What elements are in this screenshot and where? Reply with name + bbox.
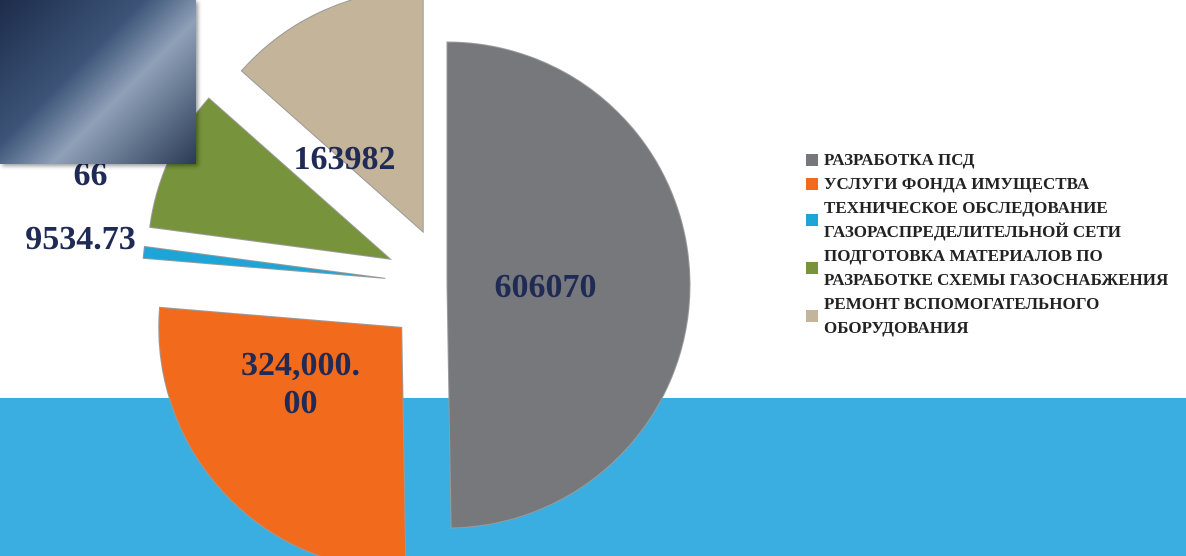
legend-item: ПОДГОТОВКА МАТЕРИАЛОВ ПО РАЗРАБОТКЕ СХЕМ… bbox=[806, 244, 1186, 292]
pie-slice bbox=[158, 306, 407, 556]
legend-label: УСЛУГИ ФОНДА ИМУЩЕСТВА bbox=[824, 174, 1090, 193]
legend-swatch bbox=[806, 178, 818, 190]
legend-label: РАЗРАБОТКА ПСД bbox=[824, 150, 975, 169]
legend-swatch bbox=[806, 214, 818, 226]
legend-swatch bbox=[806, 154, 818, 166]
legend-item: ТЕХНИЧЕСКОЕ ОБСЛЕДОВАНИЕ ГАЗОРАСПРЕДЕЛИТ… bbox=[806, 196, 1186, 244]
pie-slice bbox=[446, 41, 691, 529]
legend: РАЗРАБОТКА ПСД УСЛУГИ ФОНДА ИМУЩЕСТВА ТЕХН… bbox=[806, 148, 1186, 340]
legend-item: РЕМОНТ ВСПОМОГАТЕЛЬНОГО ОБОРУДОВАНИЯ bbox=[806, 292, 1186, 340]
legend-swatch bbox=[806, 310, 818, 322]
data-label: 606070 bbox=[494, 268, 597, 305]
legend-item: УСЛУГИ ФОНДА ИМУЩЕСТВА bbox=[806, 172, 1186, 196]
legend-label: ПОДГОТОВКА МАТЕРИАЛОВ ПО РАЗРАБОТКЕ СХЕМ… bbox=[824, 246, 1169, 289]
data-label: 9534.73 bbox=[25, 220, 136, 257]
data-label: 163982 bbox=[293, 140, 396, 177]
photo bbox=[0, 0, 196, 164]
legend-label: ТЕХНИЧЕСКОЕ ОБСЛЕДОВАНИЕ ГАЗОРАСПРЕДЕЛИТ… bbox=[824, 198, 1122, 241]
legend-swatch bbox=[806, 262, 818, 274]
legend-label: РЕМОНТ ВСПОМОГАТЕЛЬНОГО ОБОРУДОВАНИЯ bbox=[824, 294, 1100, 337]
pie-slice bbox=[240, 0, 424, 234]
pie-slice bbox=[142, 245, 386, 279]
legend-item: РАЗРАБОТКА ПСД bbox=[806, 148, 1186, 172]
data-label: 324,000.00 bbox=[241, 346, 360, 421]
